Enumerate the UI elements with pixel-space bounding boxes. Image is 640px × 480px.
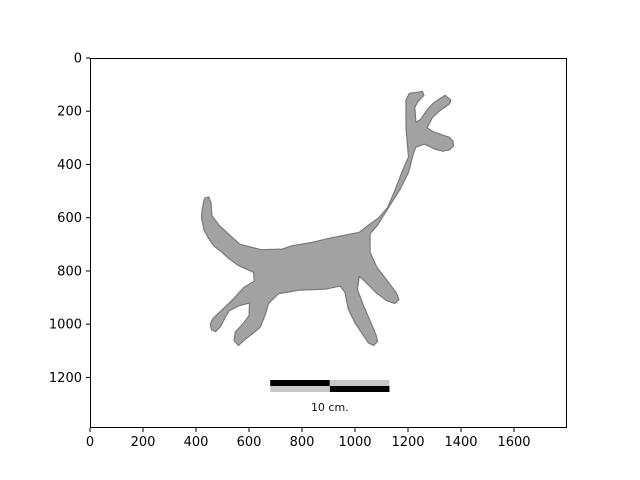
y-tick-label: 200 bbox=[57, 105, 82, 120]
y-tick-label: 1000 bbox=[49, 318, 82, 333]
y-tick-label: 1200 bbox=[49, 371, 82, 386]
x-axis: 0 200 400 600 800 1000 1200 1400 1600 bbox=[86, 428, 531, 450]
y-tick-label: 600 bbox=[57, 211, 82, 226]
y-tick-label: 400 bbox=[57, 158, 82, 173]
axes-frame bbox=[90, 58, 567, 428]
y-axis: 0 200 400 600 800 1000 1200 bbox=[49, 52, 90, 386]
x-tick-label: 1000 bbox=[338, 435, 371, 450]
scale-bar: 10 cm. bbox=[270, 380, 390, 414]
scale-bar-black-bottom bbox=[329, 386, 390, 392]
x-tick-label: 1600 bbox=[497, 435, 530, 450]
y-tick-label: 800 bbox=[57, 264, 82, 279]
animal-silhouette bbox=[201, 90, 455, 347]
scale-bar-label: 10 cm. bbox=[311, 401, 349, 414]
y-tick-label: 0 bbox=[74, 52, 82, 67]
scale-bar-gray-top bbox=[329, 380, 390, 386]
x-tick-label: 200 bbox=[131, 435, 156, 450]
image-layer: 10 cm. bbox=[201, 90, 455, 414]
x-tick-label: 600 bbox=[237, 435, 262, 450]
x-tick-label: 1400 bbox=[444, 435, 477, 450]
x-tick-label: 400 bbox=[184, 435, 209, 450]
scale-bar-gray-bottom bbox=[270, 386, 330, 392]
plot-area: 10 cm. bbox=[90, 58, 567, 428]
x-tick-label: 0 bbox=[86, 435, 94, 450]
scale-bar-black-top bbox=[270, 380, 330, 386]
x-tick-label: 800 bbox=[290, 435, 315, 450]
x-tick-label: 1200 bbox=[391, 435, 424, 450]
